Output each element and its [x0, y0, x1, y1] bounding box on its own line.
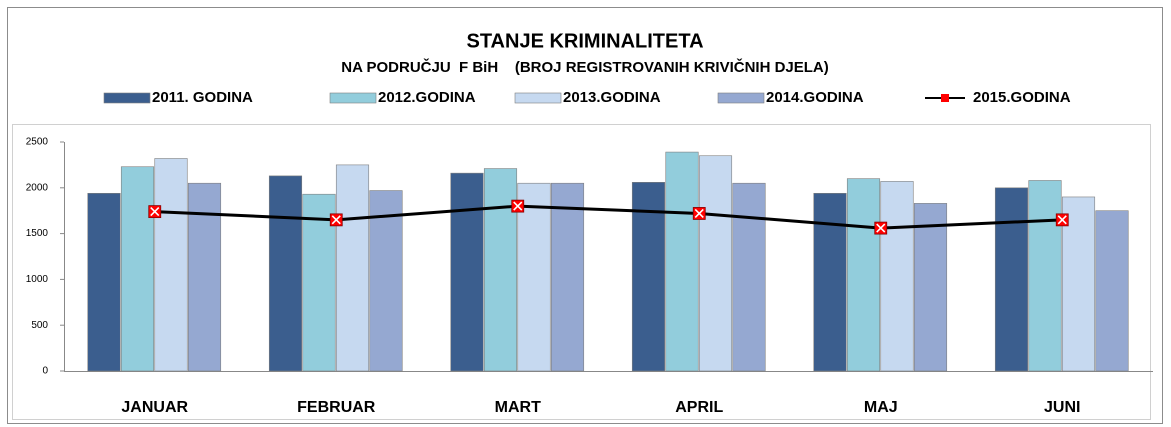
bar — [87, 192, 121, 372]
legend-label: 2013.GODINA — [563, 89, 661, 106]
bar — [631, 182, 666, 372]
legend-label: 2015.GODINA — [973, 89, 1071, 106]
bar — [550, 182, 585, 372]
x-tick-label: FEBRUAR — [297, 399, 376, 416]
bar — [154, 158, 188, 372]
y-tick-label: 500 — [31, 320, 48, 331]
marker — [148, 205, 162, 219]
marker — [511, 199, 525, 213]
bar — [913, 203, 948, 372]
chart-title: STANJE KRIMINALITETA — [466, 30, 703, 52]
marker — [874, 221, 888, 235]
marker-cross — [513, 201, 523, 211]
legend-swatch — [514, 92, 562, 104]
bar — [268, 175, 303, 372]
x-tick-label: MART — [495, 399, 541, 416]
legend-swatch — [103, 92, 151, 104]
bar — [1028, 180, 1062, 372]
chart-subtitle: NA PODRUČJU F BiH (BROJ REGISTROVANIH KR… — [341, 58, 829, 76]
legend-label: 2011. GODINA — [152, 89, 253, 106]
bar — [665, 151, 699, 372]
x-tick-label: JANUAR — [121, 399, 188, 416]
y-tick-label: 1000 — [26, 274, 49, 285]
bar — [813, 192, 847, 372]
x-tick-label: MAJ — [864, 399, 898, 416]
marker-cross — [331, 215, 341, 225]
bar — [880, 181, 914, 372]
marker-cross — [694, 208, 704, 219]
x-tick-label: JUNI — [1044, 399, 1080, 416]
plot-frame — [12, 124, 1151, 420]
y-tick-label: 0 — [42, 366, 48, 377]
legend-swatch — [329, 92, 377, 104]
y-tick-label: 2500 — [26, 137, 49, 148]
bar — [450, 172, 484, 372]
legend-label: 2014.GODINA — [766, 89, 864, 106]
legend-marker — [941, 94, 949, 102]
bar — [732, 182, 766, 372]
bar — [369, 190, 403, 372]
bar — [1095, 210, 1129, 372]
bar — [994, 187, 1029, 372]
bar — [483, 168, 518, 372]
bar — [698, 155, 733, 372]
marker — [692, 207, 706, 220]
legend-swatch — [717, 92, 765, 104]
line — [154, 204, 1063, 230]
marker — [329, 213, 343, 227]
bar — [846, 178, 881, 372]
bar — [302, 193, 336, 372]
y-tick-label: 1500 — [26, 228, 49, 239]
marker-cross — [876, 223, 886, 233]
bar — [187, 182, 222, 372]
x-tick-label: APRIL — [675, 399, 723, 416]
marker — [1055, 213, 1069, 227]
bar — [335, 164, 370, 372]
marker-cross — [1057, 215, 1067, 225]
marker-cross — [150, 207, 160, 217]
bar — [517, 182, 551, 372]
legend-label: 2012.GODINA — [378, 89, 476, 106]
y-tick-label: 2000 — [26, 182, 49, 193]
bar — [120, 166, 155, 372]
